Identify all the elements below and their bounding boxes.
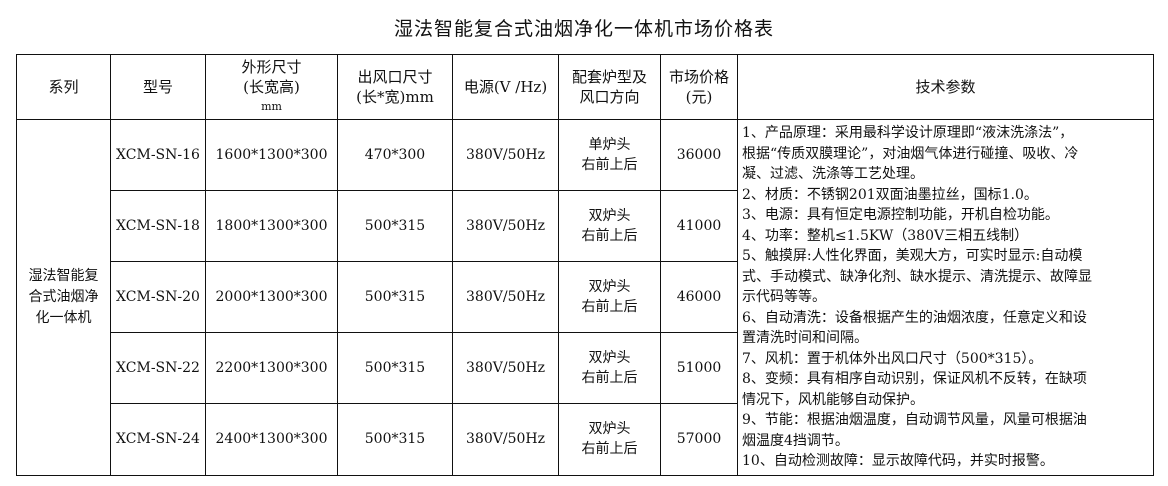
stove-cell: 双炉头 右前上后 — [558, 190, 661, 263]
header-stove-line1: 配套炉型及 — [571, 68, 647, 86]
outlet-direction: 右前上后 — [581, 370, 638, 387]
model-cell: XCM-SN-16 — [110, 118, 206, 192]
stove-type: 双炉头 — [588, 421, 631, 438]
power-cell: 380V/50Hz — [452, 118, 559, 192]
dimensions-cell: 2400*1300*300 — [205, 403, 338, 476]
dimensions-cell: 1600*1300*300 — [205, 118, 338, 192]
outlet-cell: 470*300 — [337, 118, 453, 192]
param-line: 8、变频：具有相序自动识别，保证风机不反转，在缺项 — [742, 371, 1087, 387]
param-line: 5、触摸屏:人性化界面，美观大方，可实时显示:自动模 — [742, 248, 1083, 264]
param-line: 6、自动清洗：设备根据产生的油烟浓度，任意定义和设 — [742, 309, 1087, 326]
param-line: 10、自动检测故障：显示故障代码，并实时报警。 — [742, 453, 1054, 469]
outlet-cell: 500*315 — [337, 190, 453, 263]
param-line: 9、节能：根据油烟温度，自动调节风量，风量可根据油 — [742, 412, 1087, 428]
dimensions-cell: 2000*1300*300 — [205, 261, 338, 334]
header-outlet: 出风口尺寸 (长*宽)mm — [337, 54, 453, 120]
param-line: 根据“传质双膜理论”，对油烟气体进行碰撞、吸收、冷 — [742, 145, 1079, 162]
header-row: 系列 型号 外形尺寸 (长宽高) mm 出风口尺寸 (长*宽)mm 电源(V /Hz)… — [16, 54, 1154, 120]
model-cell: XCM-SN-24 — [110, 403, 206, 476]
model-cell: XCM-SN-20 — [110, 261, 206, 334]
dimensions-cell: 2200*1300*300 — [205, 332, 338, 405]
series-cell: 湿法智能复合式油烟净化一体机 — [16, 119, 111, 476]
price-cell: 57000 — [660, 403, 738, 476]
outlet-direction: 右前上后 — [581, 228, 638, 245]
model-cell: XCM-SN-22 — [110, 332, 206, 405]
param-line: 示代码等等。 — [742, 289, 826, 305]
stove-type: 单炉头 — [588, 137, 631, 154]
stove-type: 双炉头 — [588, 350, 631, 367]
price-table: 系列 型号 外形尺寸 (长宽高) mm 出风口尺寸 (长*宽)mm 电源(V /Hz)… — [16, 54, 1154, 476]
header-power: 电源(V /Hz) — [452, 54, 559, 120]
header-stove: 配套炉型及 风口方向 — [558, 54, 661, 120]
stove-cell: 双炉头 右前上后 — [558, 332, 661, 405]
price-cell: 46000 — [660, 261, 738, 334]
table-row: 湿法智能复合式油烟净化一体机 XCM-SN-16 1600*1300*300 470*… — [16, 118, 1154, 476]
header-price-line1: 市场价格 — [668, 68, 729, 86]
price-cell: 51000 — [660, 332, 738, 405]
header-outlet-line1: 出风口尺寸 — [357, 68, 433, 86]
param-line: 凝、过滤、洗涤等工艺处理。 — [742, 166, 924, 182]
param-line: 烟温度4挡调节。 — [742, 432, 849, 449]
series-name: 湿法智能复合式油烟净化一体机 — [28, 267, 99, 326]
outlet-cell: 500*315 — [337, 332, 453, 405]
stove-type: 双炉头 — [588, 279, 631, 296]
param-line: 1、产品原理：采用最科学设计原理即“液沫洗涤法”， — [742, 125, 1074, 141]
stove-cell: 双炉头 右前上后 — [558, 403, 661, 476]
stove-type: 双炉头 — [588, 208, 631, 225]
param-line: 2、材质：不锈钢201双面油墨拉丝，国标1.0。 — [742, 186, 1038, 203]
param-line: 情况下，风机能够自动保护。 — [742, 391, 924, 408]
outlet-cell: 500*315 — [337, 403, 453, 476]
header-dimensions: 外形尺寸 (长宽高) mm — [205, 54, 338, 120]
price-cell: 41000 — [660, 190, 738, 263]
param-line: 7、风机：置于机体外出风口尺寸（500*315）。 — [742, 350, 1043, 367]
power-cell: 380V/50Hz — [452, 403, 559, 476]
price-cell: 36000 — [660, 118, 738, 192]
param-line: 式、手动模式、缺净化剂、缺水提示、清洗提示、故障显 — [742, 268, 1092, 285]
header-dims-line1: 外形尺寸 — [241, 58, 302, 76]
header-series: 系列 — [16, 54, 111, 120]
header-stove-line2: 风口方向 — [579, 88, 640, 106]
stove-cell: 双炉头 右前上后 — [558, 261, 661, 334]
outlet-direction: 右前上后 — [581, 299, 638, 316]
header-dims-unit: mm — [261, 100, 282, 113]
power-cell: 380V/50Hz — [452, 190, 559, 263]
param-line: 置清洗时间和间隔。 — [742, 330, 868, 346]
header-params: 技术参数 — [737, 54, 1154, 120]
model-cell: XCM-SN-18 — [110, 190, 206, 263]
param-line: 3、电源：具有恒定电源控制功能，开机自检功能。 — [742, 207, 1059, 223]
outlet-cell: 500*315 — [337, 261, 453, 334]
header-model: 型号 — [110, 54, 206, 120]
header-price: 市场价格 (元) — [660, 54, 738, 120]
header-price-line2: (元) — [685, 88, 713, 106]
header-outlet-line2: (长*宽)mm — [356, 88, 434, 106]
params-cell: 1、产品原理：采用最科学设计原理即“液沫洗涤法”， 根据“传质双膜理论”，对油烟气… — [737, 119, 1154, 476]
outlet-direction: 右前上后 — [581, 441, 638, 458]
param-line: 4、功率：整机≤1.5KW（380V三相五线制） — [742, 227, 1029, 244]
dimensions-cell: 1800*1300*300 — [205, 190, 338, 263]
power-cell: 380V/50Hz — [452, 261, 559, 334]
header-dims-line2: (长宽高) — [243, 78, 300, 96]
page-title: 湿法智能复合式油烟净化一体机市场价格表 — [393, 18, 774, 40]
outlet-direction: 右前上后 — [581, 157, 638, 174]
power-cell: 380V/50Hz — [452, 332, 559, 405]
stove-cell: 单炉头 右前上后 — [558, 118, 661, 192]
